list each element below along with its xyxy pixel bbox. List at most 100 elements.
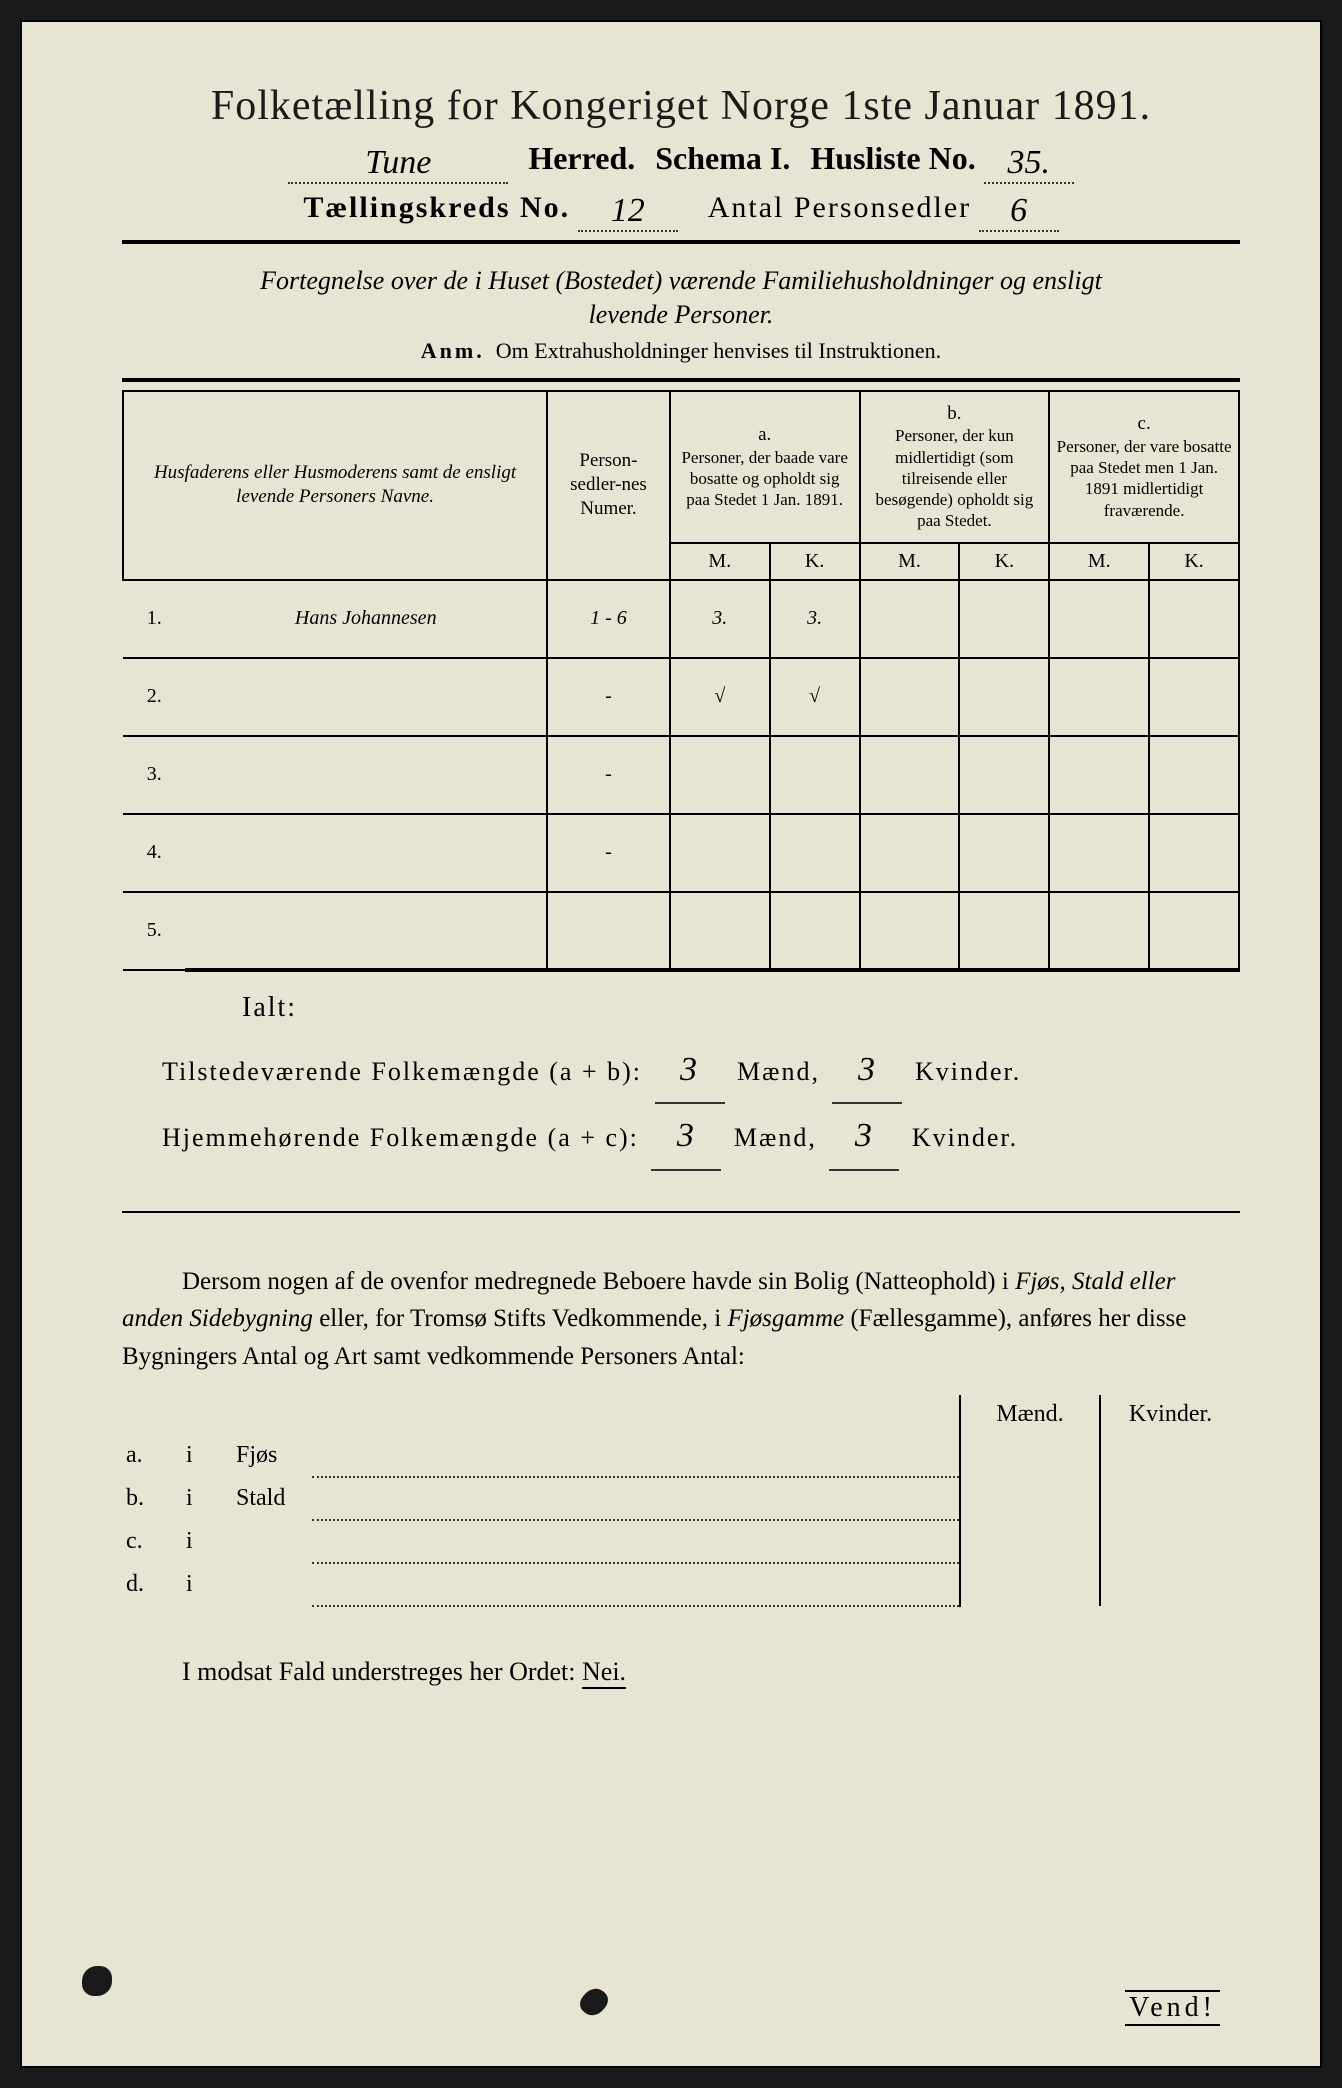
b-m-cell (860, 892, 960, 970)
b-m-cell (860, 658, 960, 736)
present-label: Tilstedeværende Folkemængde (a + b): (162, 1057, 642, 1086)
present-k: 3 (832, 1038, 902, 1105)
side-letter: d. (122, 1563, 182, 1606)
schema-label: Schema I. (655, 140, 790, 177)
header-line-3: Tællingskreds No. 12 Antal Personsedler … (122, 188, 1240, 228)
c-m-cell (1049, 736, 1149, 814)
side-row: b.iStald (122, 1477, 1240, 1520)
side-type: Fjøs (232, 1434, 312, 1477)
resident-k: 3 (829, 1104, 899, 1171)
nei-word: Nei. (582, 1657, 626, 1689)
name-cell (185, 658, 547, 736)
mk-header: M. (670, 543, 770, 580)
side-letter: c. (122, 1520, 182, 1563)
side-letter: a. (122, 1434, 182, 1477)
punch-hole (82, 1966, 112, 1996)
side-i: i (182, 1563, 232, 1606)
side-kvinder-header: Kvinder. (1100, 1395, 1240, 1434)
side-type: Stald (232, 1477, 312, 1520)
num-cell: - (547, 658, 670, 736)
side-m-cell (960, 1434, 1100, 1477)
herred-value: Tune (288, 144, 508, 184)
herred-label: Herred. (528, 140, 635, 177)
table-row: 2.-√√ (123, 658, 1239, 736)
col-num-header: Person-sedler-nes Numer. (547, 391, 670, 580)
c-k-cell (1149, 658, 1239, 736)
mk-header: K. (770, 543, 860, 580)
row-number: 2. (123, 658, 185, 736)
household-table: Husfaderens eller Husmoderens samt de en… (122, 390, 1240, 972)
side-dots (312, 1477, 960, 1520)
num-cell: - (547, 814, 670, 892)
mk-header: K. (1149, 543, 1239, 580)
row-number: 1. (123, 580, 185, 658)
name-cell (185, 736, 547, 814)
nei-line: I modsat Fald understreges her Ordet: Ne… (122, 1657, 1240, 1687)
num-cell (547, 892, 670, 970)
sidebuilding-table: Mænd. Kvinder. a.iFjøsb.iStaldc.id.i (122, 1395, 1240, 1607)
c-m-cell (1049, 892, 1149, 970)
b-m-cell (860, 580, 960, 658)
name-cell (185, 892, 547, 970)
col-c-header: c. Personer, der vare bosatte paa Stedet… (1049, 391, 1239, 543)
num-cell: 1 - 6 (547, 580, 670, 658)
a-k-cell: √ (770, 658, 860, 736)
a-m-cell (670, 892, 770, 970)
table-row: 5. (123, 892, 1239, 970)
census-form-page: Folketælling for Kongeriget Norge 1ste J… (20, 20, 1322, 2068)
side-row: d.i (122, 1563, 1240, 1606)
husliste-value: 35. (984, 144, 1074, 184)
a-m-cell: 3. (670, 580, 770, 658)
side-k-cell (1100, 1563, 1240, 1606)
resident-label: Hjemmehørende Folkemængde (a + c): (162, 1123, 639, 1152)
mk-header: M. (860, 543, 960, 580)
b-k-cell (959, 892, 1049, 970)
husliste-label: Husliste No. (810, 140, 975, 176)
c-m-cell (1049, 814, 1149, 892)
side-type (232, 1563, 312, 1606)
a-k-cell (770, 892, 860, 970)
side-maend-header: Mænd. (960, 1395, 1100, 1434)
c-m-cell (1049, 658, 1149, 736)
c-k-cell (1149, 580, 1239, 658)
a-m-cell (670, 814, 770, 892)
subtitle: Fortegnelse over de i Huset (Bostedet) v… (122, 264, 1240, 332)
a-k-cell (770, 814, 860, 892)
b-k-cell (959, 814, 1049, 892)
divider (122, 378, 1240, 382)
side-i: i (182, 1434, 232, 1477)
side-row: a.iFjøs (122, 1434, 1240, 1477)
mk-header: M. (1049, 543, 1149, 580)
punch-hole (576, 1984, 612, 2021)
col-a-header: a. Personer, der baade vare bosatte og o… (670, 391, 860, 543)
name-cell (185, 814, 547, 892)
anm-note: Anm. Om Extrahusholdninger henvises til … (122, 338, 1240, 364)
antal-value: 6 (979, 192, 1059, 232)
b-k-cell (959, 580, 1049, 658)
side-i: i (182, 1477, 232, 1520)
c-k-cell (1149, 736, 1239, 814)
side-m-cell (960, 1563, 1100, 1606)
divider (122, 1211, 1240, 1213)
row-number: 3. (123, 736, 185, 814)
col-name-header: Husfaderens eller Husmoderens samt de en… (123, 391, 547, 580)
resident-m: 3 (651, 1104, 721, 1171)
row-number: 4. (123, 814, 185, 892)
side-m-cell (960, 1520, 1100, 1563)
divider (122, 240, 1240, 244)
kreds-label: Tællingskreds No. (303, 191, 570, 224)
b-m-cell (860, 736, 960, 814)
sidebuilding-paragraph: Dersom nogen af de ovenfor medregnede Be… (122, 1263, 1240, 1376)
side-i: i (182, 1520, 232, 1563)
mk-header: K. (959, 543, 1049, 580)
ialt-label: Ialt: (242, 992, 1240, 1024)
b-k-cell (959, 658, 1049, 736)
side-dots (312, 1563, 960, 1606)
num-cell: - (547, 736, 670, 814)
side-m-cell (960, 1477, 1100, 1520)
a-k-cell (770, 736, 860, 814)
vend-label: Vend! (1125, 1990, 1220, 2026)
totals-block: Tilstedeværende Folkemængde (a + b): 3 M… (162, 1038, 1240, 1171)
side-k-cell (1100, 1434, 1240, 1477)
kreds-value: 12 (578, 192, 678, 232)
